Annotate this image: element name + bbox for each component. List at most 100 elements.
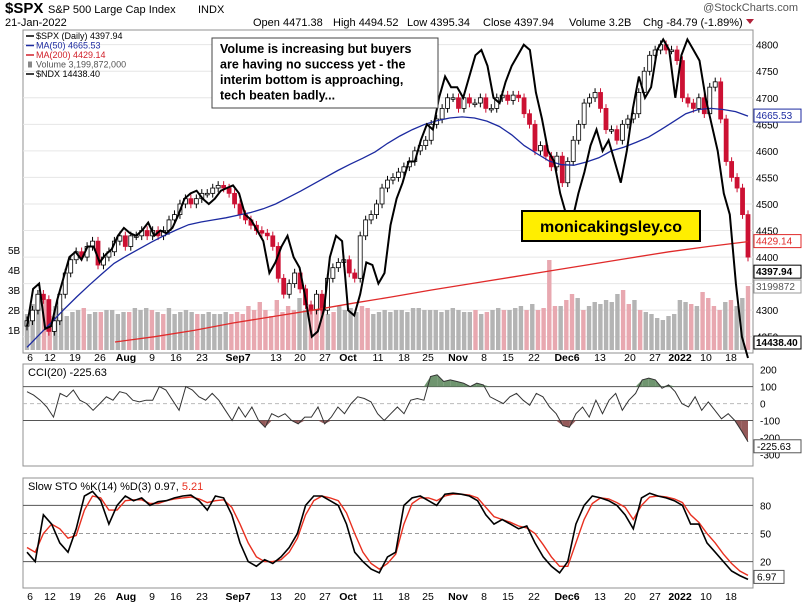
candle-body — [516, 94, 521, 99]
cci-fill-positive — [437, 374, 444, 387]
volume-bar — [393, 310, 399, 350]
volume-bar — [626, 304, 631, 350]
volume-bar — [564, 300, 569, 350]
candle-body — [51, 320, 57, 332]
x-tick-label: 11 — [373, 591, 384, 603]
candle-body — [598, 92, 603, 109]
candle-body — [226, 187, 232, 194]
right-value-labels: 4665.53 4429.14 4397.94 3199872 14438.40 — [753, 108, 802, 350]
cci-tick-label: 0 — [760, 400, 766, 411]
legend-entry-spx: $SPX (Daily) 4397.94 — [36, 31, 123, 41]
volume-bar — [399, 310, 404, 350]
x-tick-label: Sep7 — [225, 352, 250, 364]
volume-tick-label: 3B — [8, 286, 21, 297]
candle-body — [423, 139, 429, 146]
x-tick-label: 12 — [44, 352, 56, 364]
candle-body — [729, 161, 735, 178]
candle-body — [259, 230, 265, 234]
volume-bar — [348, 308, 353, 350]
x-tick-label: 2022 — [668, 352, 692, 364]
candle-body — [614, 129, 620, 141]
volume-bar — [416, 308, 421, 350]
candle-body — [346, 259, 352, 274]
candle-body — [647, 54, 653, 72]
x-axis-labels-top: 6 12 19 26 Aug 9 16 23 Sep7 13 20 27 Oct 11 18 25 Nov 8 15… — [27, 352, 737, 364]
volume-bar — [490, 310, 495, 350]
stat-close: Close 4397.94 — [483, 17, 554, 29]
volume-bar — [450, 308, 455, 350]
cci-grid — [23, 386, 753, 422]
x-tick-label: 10 — [700, 591, 712, 603]
x-tick-label: 8 — [481, 352, 487, 364]
volume-bar — [728, 300, 734, 350]
price-axis: 4250430043504400445045004550460046504700… — [756, 41, 779, 344]
volume-bar — [178, 312, 183, 350]
volume-bar — [87, 314, 92, 350]
volume-bar — [547, 260, 552, 350]
stat-label: Low — [407, 17, 430, 29]
chart-security-name: S&P 500 Large Cap Index — [48, 4, 176, 16]
volume-bar — [740, 298, 745, 350]
volume-bar — [388, 312, 393, 350]
volume-bar — [518, 306, 524, 350]
x-tick-label: 18 — [725, 591, 737, 603]
candle-body — [527, 113, 532, 125]
volume-bar — [70, 312, 75, 350]
candle-body — [712, 81, 718, 88]
volume-bar — [325, 314, 331, 350]
volume-bar — [104, 310, 109, 350]
volume-bar — [144, 308, 149, 350]
watermark: @StockCharts.com — [703, 2, 798, 14]
candle-body — [734, 177, 740, 189]
volume-bar — [581, 310, 586, 350]
x-tick-label: 20 — [294, 591, 306, 603]
candle-body — [701, 97, 707, 115]
volume-tick-label: 2B — [8, 306, 21, 317]
candle-body — [510, 94, 516, 101]
stat-open: Open 4471.38 — [253, 17, 323, 29]
x-tick-label: 22 — [528, 591, 540, 603]
x-tick-label: 25 — [422, 352, 434, 364]
volume-bar — [478, 314, 484, 350]
price-tick-label: 4750 — [756, 67, 779, 78]
x-tick-label: 2022 — [668, 591, 692, 603]
stat-value: 4397.94 — [514, 17, 554, 29]
volume-axis: 1B 2B 3B 4B 5B — [8, 246, 21, 337]
volume-bar — [234, 312, 240, 350]
candle-body — [609, 129, 614, 132]
price-tick-label: 4700 — [756, 94, 779, 105]
annotation-line: tech beaten badly... — [220, 89, 335, 103]
volume-bar — [24, 314, 30, 350]
price-stats: Open 4471.38 High 4494.52 Low 4395.34 Close… — [253, 17, 743, 29]
candle-body — [144, 230, 150, 237]
x-tick-label: 8 — [481, 591, 487, 603]
candle-body — [636, 92, 642, 115]
candle-body — [488, 108, 494, 111]
stochastic-tick-label: 20 — [760, 558, 772, 569]
cci-line — [26, 374, 749, 443]
cci-tick-label: -200 — [760, 433, 780, 444]
candle-body — [188, 198, 194, 205]
cci-fill-positive — [648, 378, 656, 387]
x-tick-label: Nov — [448, 591, 468, 603]
chart-exchange: INDX — [198, 4, 225, 16]
candle-body — [674, 49, 680, 62]
value-tag — [753, 234, 802, 249]
candle-body — [565, 161, 571, 184]
x-tick-label: 20 — [624, 352, 636, 364]
candle-body — [505, 94, 511, 101]
annotation-line: interim bottom is approaching, — [220, 73, 403, 87]
volume-bar — [689, 304, 694, 350]
volume-bar — [376, 312, 382, 350]
volume-bar — [212, 314, 217, 350]
candle-body — [204, 192, 210, 196]
candle-body — [210, 187, 216, 194]
annotation-text: Volume is increasing but buyers are havin… — [220, 42, 412, 103]
candle-body — [603, 108, 609, 131]
volume-bar — [314, 306, 319, 350]
volume-bar — [229, 314, 234, 350]
candle-body — [379, 187, 385, 205]
volume-bar — [195, 314, 200, 350]
volume-bar — [558, 306, 563, 350]
volume-bars — [24, 260, 751, 350]
